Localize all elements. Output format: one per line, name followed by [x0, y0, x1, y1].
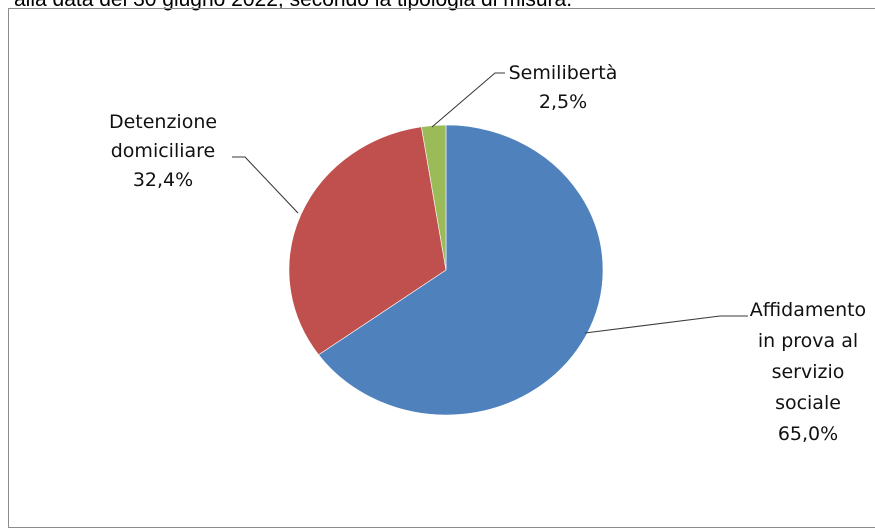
leader-line-1 [584, 315, 748, 334]
slice-label-1: Affidamento in prova al servizio sociale 65,… [750, 299, 866, 445]
pie-chart: Affidamento in prova al servizio sociale 65,… [109, 62, 866, 445]
leader-line-2 [232, 156, 299, 214]
slice-label-2: Detenzione domiciliare 32,4% [109, 111, 217, 191]
slice-label-line: 32,4% [133, 169, 193, 191]
slice-label-line: in prova al [758, 330, 858, 352]
chart-caption: alla data del 30 giugno 2022, secondo la… [14, 0, 572, 12]
slice-label-line: Detenzione [109, 111, 217, 133]
slice-label-line: 2,5% [539, 91, 587, 113]
pie-slice-2 [288, 126, 447, 356]
slice-label-line: servizio [772, 361, 845, 383]
slice-label-3: Semilibertà 2,5% [509, 62, 618, 113]
leader-line-3 [431, 72, 505, 128]
slice-label-line: Semilibertà [509, 62, 618, 84]
slice-label-line: Affidamento [750, 299, 866, 321]
slice-label-line: sociale [775, 392, 841, 414]
slice-label-line: domiciliare [111, 140, 215, 162]
pie-slice-1 [318, 124, 604, 416]
slice-label-line: 65,0% [778, 423, 838, 445]
